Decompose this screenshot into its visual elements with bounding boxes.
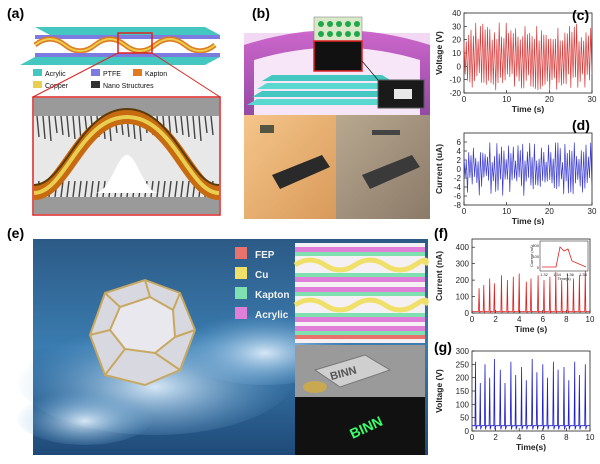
y-tick-label: -8	[454, 201, 462, 210]
y-tick-label: -10	[449, 76, 461, 85]
legend-ptfe: PTFE	[103, 71, 121, 78]
y-tick-label: 30	[452, 22, 461, 31]
x-tick-label: 10	[586, 315, 595, 324]
y-tick-label: 200	[456, 276, 470, 285]
inset-y-label: Current (nA)	[529, 244, 534, 267]
panel-c-label: (c)	[572, 7, 589, 23]
device-photo: BINN	[295, 345, 425, 397]
panel-e-label: (e)	[7, 225, 24, 241]
y-tick-label: 50	[460, 414, 469, 423]
y-tick-label: 4	[457, 147, 462, 156]
x-tick-label: 20	[545, 207, 554, 216]
material-cu: Cu	[255, 270, 268, 281]
legend-acrylic: Acrylic	[45, 71, 66, 78]
y-tick-label: 2	[457, 156, 462, 165]
x-tick-label: 0	[462, 95, 467, 104]
y-tick-label: 100	[456, 400, 470, 409]
x-axis-label: Time (s)	[512, 104, 545, 114]
material-fep: FEP	[255, 250, 275, 261]
nano-structure-zoom	[33, 97, 220, 215]
legend-kapton: Kapton	[145, 71, 167, 78]
material-acrylic: Acrylic	[255, 310, 289, 321]
inset-x-tick: 1.32	[540, 272, 549, 277]
y-tick-label: 300	[456, 260, 470, 269]
y-tick-label: 150	[456, 387, 470, 396]
y-tick-label: 0	[465, 309, 470, 318]
y-axis-label: Voltage (V)	[434, 369, 444, 413]
data-series-line	[472, 359, 590, 429]
x-tick-label: 2	[493, 315, 498, 324]
y-tick-label: 0	[457, 62, 462, 71]
y-tick-label: 0	[465, 427, 470, 436]
y-tick-label: 200	[456, 374, 470, 383]
x-tick-label: 8	[564, 315, 569, 324]
inset-y-tick: 0	[537, 265, 540, 270]
device-black-box	[314, 41, 362, 71]
y-tick-label: -6	[454, 192, 462, 201]
y-tick-label: 40	[452, 9, 461, 18]
material-kapton: Kapton	[255, 290, 289, 301]
panel-a: (a) Acrylic PTFE Kapton Copper Nano Stru…	[5, 5, 230, 220]
panel-f-label: (f)	[434, 225, 448, 241]
panel-g-label: (g)	[434, 339, 452, 355]
y-tick-label: -4	[454, 183, 462, 192]
x-axis-label: Time (s)	[515, 324, 548, 334]
panel-b-label: (b)	[252, 5, 270, 21]
x-tick-label: 20	[545, 95, 554, 104]
x-tick-label: 10	[586, 433, 595, 442]
panel-e-figure: FEP Cu Kapton Acrylic	[5, 225, 430, 457]
x-tick-label: 30	[588, 207, 597, 216]
y-tick-label: -20	[449, 89, 461, 98]
y-tick-label: 300	[456, 347, 470, 356]
y-tick-label: 400	[456, 243, 470, 252]
y-tick-label: 10	[452, 49, 461, 58]
y-tick-label: 20	[452, 36, 461, 45]
panel-b-figure	[232, 5, 430, 220]
x-tick-label: 10	[502, 207, 511, 216]
led-text-photo: BINN	[295, 397, 425, 455]
panel-e: (e)	[5, 225, 430, 457]
y-axis-label: Current (uA)	[434, 144, 444, 194]
y-tick-label: 0	[457, 165, 462, 174]
data-series-line	[464, 23, 592, 91]
x-tick-label: 30	[588, 95, 597, 104]
x-axis-label: Time(s)	[516, 442, 546, 452]
x-tick-label: 0	[462, 207, 467, 216]
x-tick-label: 0	[470, 433, 475, 442]
panel-a-label: (a)	[7, 5, 24, 21]
data-series-line	[464, 143, 592, 196]
x-tick-label: 10	[502, 95, 511, 104]
panel-b: (b)	[232, 5, 430, 220]
device-3d-stack	[20, 27, 220, 65]
inset-x-label: Time(s)	[557, 276, 571, 281]
y-axis-label: Current (nA)	[434, 251, 444, 301]
x-tick-label: 6	[541, 433, 546, 442]
x-tick-label: 0	[470, 315, 475, 324]
y-tick-label: 100	[456, 293, 470, 302]
inset-x-tick: 1.38	[579, 272, 588, 277]
x-axis-label: Time (s)	[512, 216, 545, 225]
x-tick-label: 4	[517, 315, 522, 324]
y-tick-label: -2	[454, 174, 462, 183]
y-tick-label: 6	[457, 138, 462, 147]
dodecahedron-binn	[90, 280, 195, 385]
panel-d-label: (d)	[572, 117, 590, 133]
x-tick-label: 8	[564, 433, 569, 442]
legend-nano: Nano Structures	[103, 83, 154, 90]
x-tick-label: 2	[493, 433, 498, 442]
x-tick-label: 6	[541, 315, 546, 324]
panel-a-figure: Acrylic PTFE Kapton Copper Nano Structur…	[5, 5, 230, 220]
led-board	[314, 17, 362, 41]
panel-c: (c) 0 10 20 30 -20 -10 0 10 20 30 40 Time (s) Voltag…	[432, 5, 600, 115]
y-axis-label: Voltage (V)	[434, 31, 444, 75]
layer-schematic	[295, 243, 426, 343]
y-tick-label: 250	[456, 360, 470, 369]
x-tick-label: 4	[517, 433, 522, 442]
